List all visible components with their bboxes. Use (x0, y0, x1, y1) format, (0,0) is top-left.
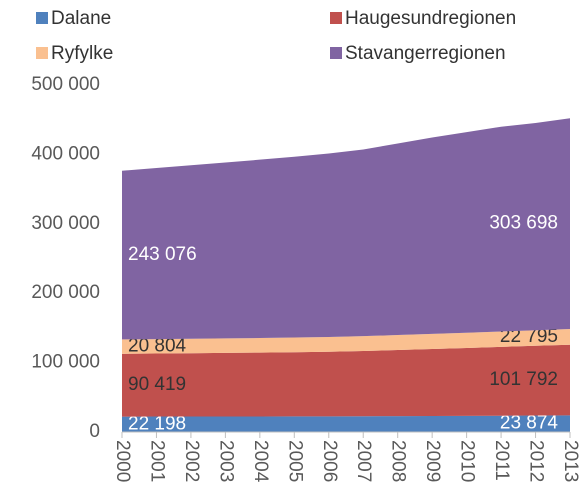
area (122, 344, 570, 417)
legend-swatch (36, 47, 48, 59)
y-tick-label: 300 000 (31, 213, 100, 234)
x-tick-label: 2010 (457, 440, 478, 482)
data-label: 90 419 (128, 374, 186, 395)
x-tick-label: 2001 (146, 440, 167, 482)
area (122, 328, 570, 354)
legend-label: Ryfylke (51, 43, 113, 64)
x-tick-label: 2003 (215, 440, 236, 482)
y-tick-label: 500 000 (31, 74, 100, 95)
y-tick-label: 0 (89, 421, 100, 442)
area (122, 415, 570, 432)
x-tick-label: 2012 (526, 440, 547, 482)
y-tick-label: 400 000 (31, 143, 100, 164)
x-tick-label: 2006 (319, 440, 340, 482)
x-tick-label: 2007 (353, 440, 374, 482)
legend-label: Stavangerregionen (345, 43, 506, 64)
x-tick-label: 2011 (491, 440, 512, 481)
x-tick-label: 2013 (560, 440, 581, 482)
data-label: 22 198 (128, 413, 186, 434)
legend-swatch (330, 12, 342, 24)
data-label: 22 795 (500, 326, 558, 347)
data-label: 101 792 (489, 369, 558, 390)
data-label: 303 698 (489, 213, 558, 234)
legend-swatch (36, 12, 48, 24)
legend-label: Dalane (51, 8, 111, 29)
x-tick-label: 2008 (388, 440, 409, 482)
x-tick-label: 2005 (284, 440, 305, 482)
x-tick-label: 2009 (422, 440, 443, 482)
x-tick-label: 2000 (112, 440, 133, 482)
x-tick-label: 2004 (250, 440, 271, 483)
x-tick-label: 2002 (181, 440, 202, 482)
legend-swatch (330, 47, 342, 59)
y-tick-label: 100 000 (31, 352, 100, 373)
data-label: 243 076 (128, 244, 197, 265)
data-label: 20 804 (128, 336, 187, 357)
area (122, 118, 570, 340)
data-label: 23 874 (500, 413, 559, 434)
y-tick-label: 200 000 (31, 282, 100, 303)
legend-label: Haugesundregionen (345, 8, 516, 29)
